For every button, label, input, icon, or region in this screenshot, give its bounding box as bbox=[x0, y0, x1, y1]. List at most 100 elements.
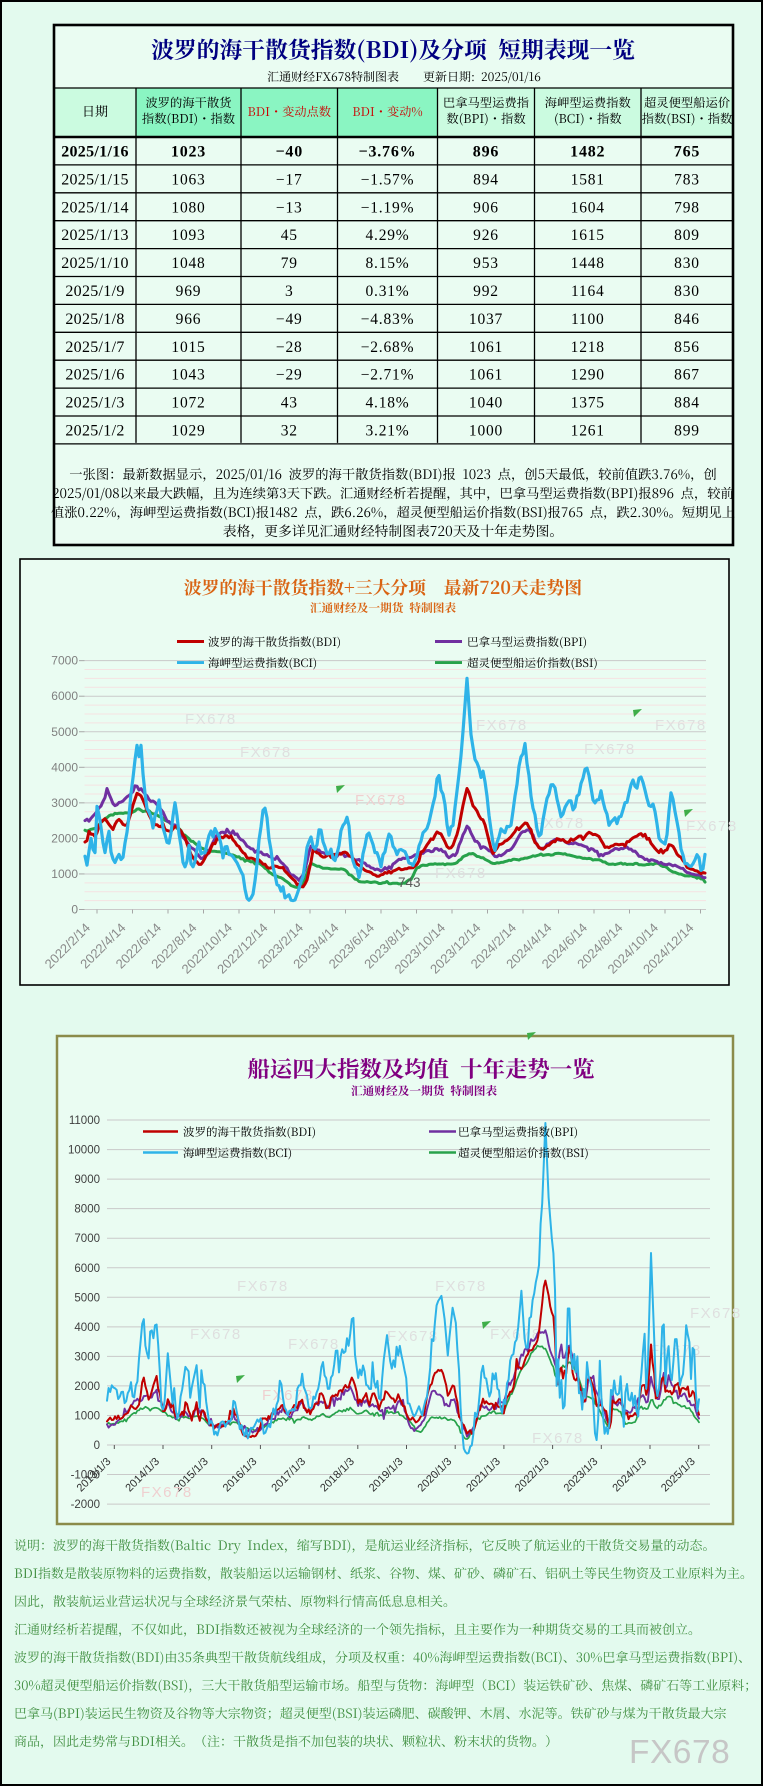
svg-text:−29: −29 bbox=[276, 367, 303, 384]
svg-text:FX678: FX678 bbox=[141, 1484, 193, 1501]
svg-text:798: 798 bbox=[674, 199, 700, 216]
svg-text:1000: 1000 bbox=[469, 422, 503, 439]
svg-text:10000: 10000 bbox=[68, 1145, 100, 1157]
svg-text:2000: 2000 bbox=[74, 1381, 100, 1393]
svg-text:765: 765 bbox=[674, 143, 700, 160]
svg-text:FX678: FX678 bbox=[476, 717, 528, 734]
svg-text:−1.19%: −1.19% bbox=[361, 199, 415, 216]
svg-text:1615: 1615 bbox=[571, 227, 605, 244]
svg-text:−4.83%: −4.83% bbox=[361, 311, 415, 328]
svg-text:FX678: FX678 bbox=[532, 1430, 584, 1447]
svg-text:−13: −13 bbox=[276, 199, 303, 216]
svg-text:1063: 1063 bbox=[171, 171, 205, 188]
svg-text:FX678: FX678 bbox=[584, 741, 636, 758]
svg-text:1218: 1218 bbox=[571, 339, 605, 356]
svg-text:1015: 1015 bbox=[171, 339, 205, 356]
svg-text:FX678: FX678 bbox=[690, 1305, 742, 1322]
svg-text:7000: 7000 bbox=[51, 654, 78, 668]
svg-text:0.31%: 0.31% bbox=[365, 283, 409, 300]
svg-text:6000: 6000 bbox=[51, 689, 78, 703]
svg-text:11000: 11000 bbox=[69, 1115, 100, 1127]
svg-text:FX678: FX678 bbox=[435, 1278, 487, 1295]
svg-text:1448: 1448 bbox=[571, 255, 605, 272]
svg-text:969: 969 bbox=[176, 283, 202, 300]
svg-text:1290: 1290 bbox=[571, 367, 605, 384]
svg-text:5000: 5000 bbox=[74, 1292, 100, 1304]
svg-text:79: 79 bbox=[281, 255, 298, 272]
svg-text:1604: 1604 bbox=[571, 199, 605, 216]
svg-text:926: 926 bbox=[473, 227, 499, 244]
svg-text:906: 906 bbox=[473, 199, 499, 216]
svg-text:−17: −17 bbox=[276, 171, 303, 188]
svg-text:830: 830 bbox=[674, 255, 700, 272]
svg-text:896: 896 bbox=[473, 143, 499, 160]
svg-text:1040: 1040 bbox=[469, 395, 503, 412]
svg-text:1061: 1061 bbox=[469, 339, 503, 356]
svg-text:2025/1/10: 2025/1/10 bbox=[61, 255, 129, 272]
svg-text:FX678: FX678 bbox=[533, 815, 585, 832]
svg-text:1482: 1482 bbox=[570, 143, 605, 160]
svg-text:9000: 9000 bbox=[74, 1174, 100, 1186]
svg-text:−40: −40 bbox=[275, 143, 303, 160]
svg-text:2025/1/16: 2025/1/16 bbox=[61, 143, 129, 160]
svg-text:1037: 1037 bbox=[469, 311, 503, 328]
svg-text:1080: 1080 bbox=[171, 199, 205, 216]
svg-text:2025/1/9: 2025/1/9 bbox=[65, 283, 124, 300]
svg-text:3: 3 bbox=[285, 283, 294, 300]
svg-text:1261: 1261 bbox=[571, 422, 605, 439]
svg-text:45: 45 bbox=[281, 227, 298, 244]
svg-text:FX678: FX678 bbox=[288, 1336, 340, 1353]
svg-text:1581: 1581 bbox=[571, 171, 605, 188]
svg-text:2025/1/3: 2025/1/3 bbox=[65, 395, 124, 412]
svg-text:966: 966 bbox=[176, 311, 202, 328]
svg-text:1061: 1061 bbox=[469, 367, 503, 384]
svg-text:992: 992 bbox=[473, 283, 499, 300]
svg-text:−28: −28 bbox=[276, 339, 303, 356]
svg-text:1164: 1164 bbox=[571, 283, 605, 300]
svg-text:FX678: FX678 bbox=[655, 717, 707, 734]
svg-text:FX678: FX678 bbox=[185, 711, 237, 728]
svg-text:FX678: FX678 bbox=[240, 744, 292, 761]
svg-text:1375: 1375 bbox=[571, 395, 605, 412]
svg-text:867: 867 bbox=[674, 367, 700, 384]
svg-text:3000: 3000 bbox=[51, 796, 78, 810]
svg-text:FX678: FX678 bbox=[435, 865, 487, 882]
svg-text:2025/1/13: 2025/1/13 bbox=[61, 227, 129, 244]
svg-text:1023: 1023 bbox=[171, 143, 206, 160]
svg-text:1048: 1048 bbox=[171, 255, 205, 272]
svg-text:−3.76%: −3.76% bbox=[359, 143, 417, 160]
svg-text:4000: 4000 bbox=[74, 1322, 100, 1334]
svg-text:−1.57%: −1.57% bbox=[361, 171, 415, 188]
svg-text:884: 884 bbox=[674, 395, 700, 412]
svg-text:953: 953 bbox=[473, 255, 499, 272]
svg-text:−2.68%: −2.68% bbox=[361, 339, 415, 356]
svg-text:1000: 1000 bbox=[51, 867, 78, 881]
svg-text:899: 899 bbox=[674, 422, 700, 439]
svg-text:FX678: FX678 bbox=[190, 1326, 242, 1343]
svg-text:856: 856 bbox=[674, 339, 700, 356]
svg-text:4.18%: 4.18% bbox=[365, 395, 409, 412]
svg-text:-1000: -1000 bbox=[71, 1470, 100, 1482]
svg-text:-2000: -2000 bbox=[71, 1499, 100, 1511]
svg-text:3.21%: 3.21% bbox=[365, 422, 409, 439]
svg-text:−2.71%: −2.71% bbox=[361, 367, 415, 384]
svg-text:8000: 8000 bbox=[74, 1204, 100, 1216]
svg-text:FX678: FX678 bbox=[387, 1328, 439, 1345]
svg-text:2025/1/7: 2025/1/7 bbox=[65, 339, 124, 356]
svg-text:FX678: FX678 bbox=[686, 818, 738, 835]
svg-text:FX678: FX678 bbox=[355, 792, 407, 809]
svg-text:FX678: FX678 bbox=[262, 1387, 314, 1404]
svg-text:1072: 1072 bbox=[171, 395, 205, 412]
svg-text:743: 743 bbox=[398, 875, 421, 890]
svg-text:FX678: FX678 bbox=[237, 1278, 289, 1295]
svg-text:2025/1/2: 2025/1/2 bbox=[65, 422, 124, 439]
svg-text:1029: 1029 bbox=[171, 422, 205, 439]
svg-text:0: 0 bbox=[94, 1440, 100, 1452]
svg-text:830: 830 bbox=[674, 283, 700, 300]
svg-text:FX678: FX678 bbox=[629, 1734, 730, 1771]
svg-text:846: 846 bbox=[674, 311, 700, 328]
svg-text:1000: 1000 bbox=[74, 1410, 100, 1422]
svg-text:7000: 7000 bbox=[74, 1233, 100, 1245]
svg-text:32: 32 bbox=[281, 422, 298, 439]
svg-text:4000: 4000 bbox=[51, 760, 78, 774]
